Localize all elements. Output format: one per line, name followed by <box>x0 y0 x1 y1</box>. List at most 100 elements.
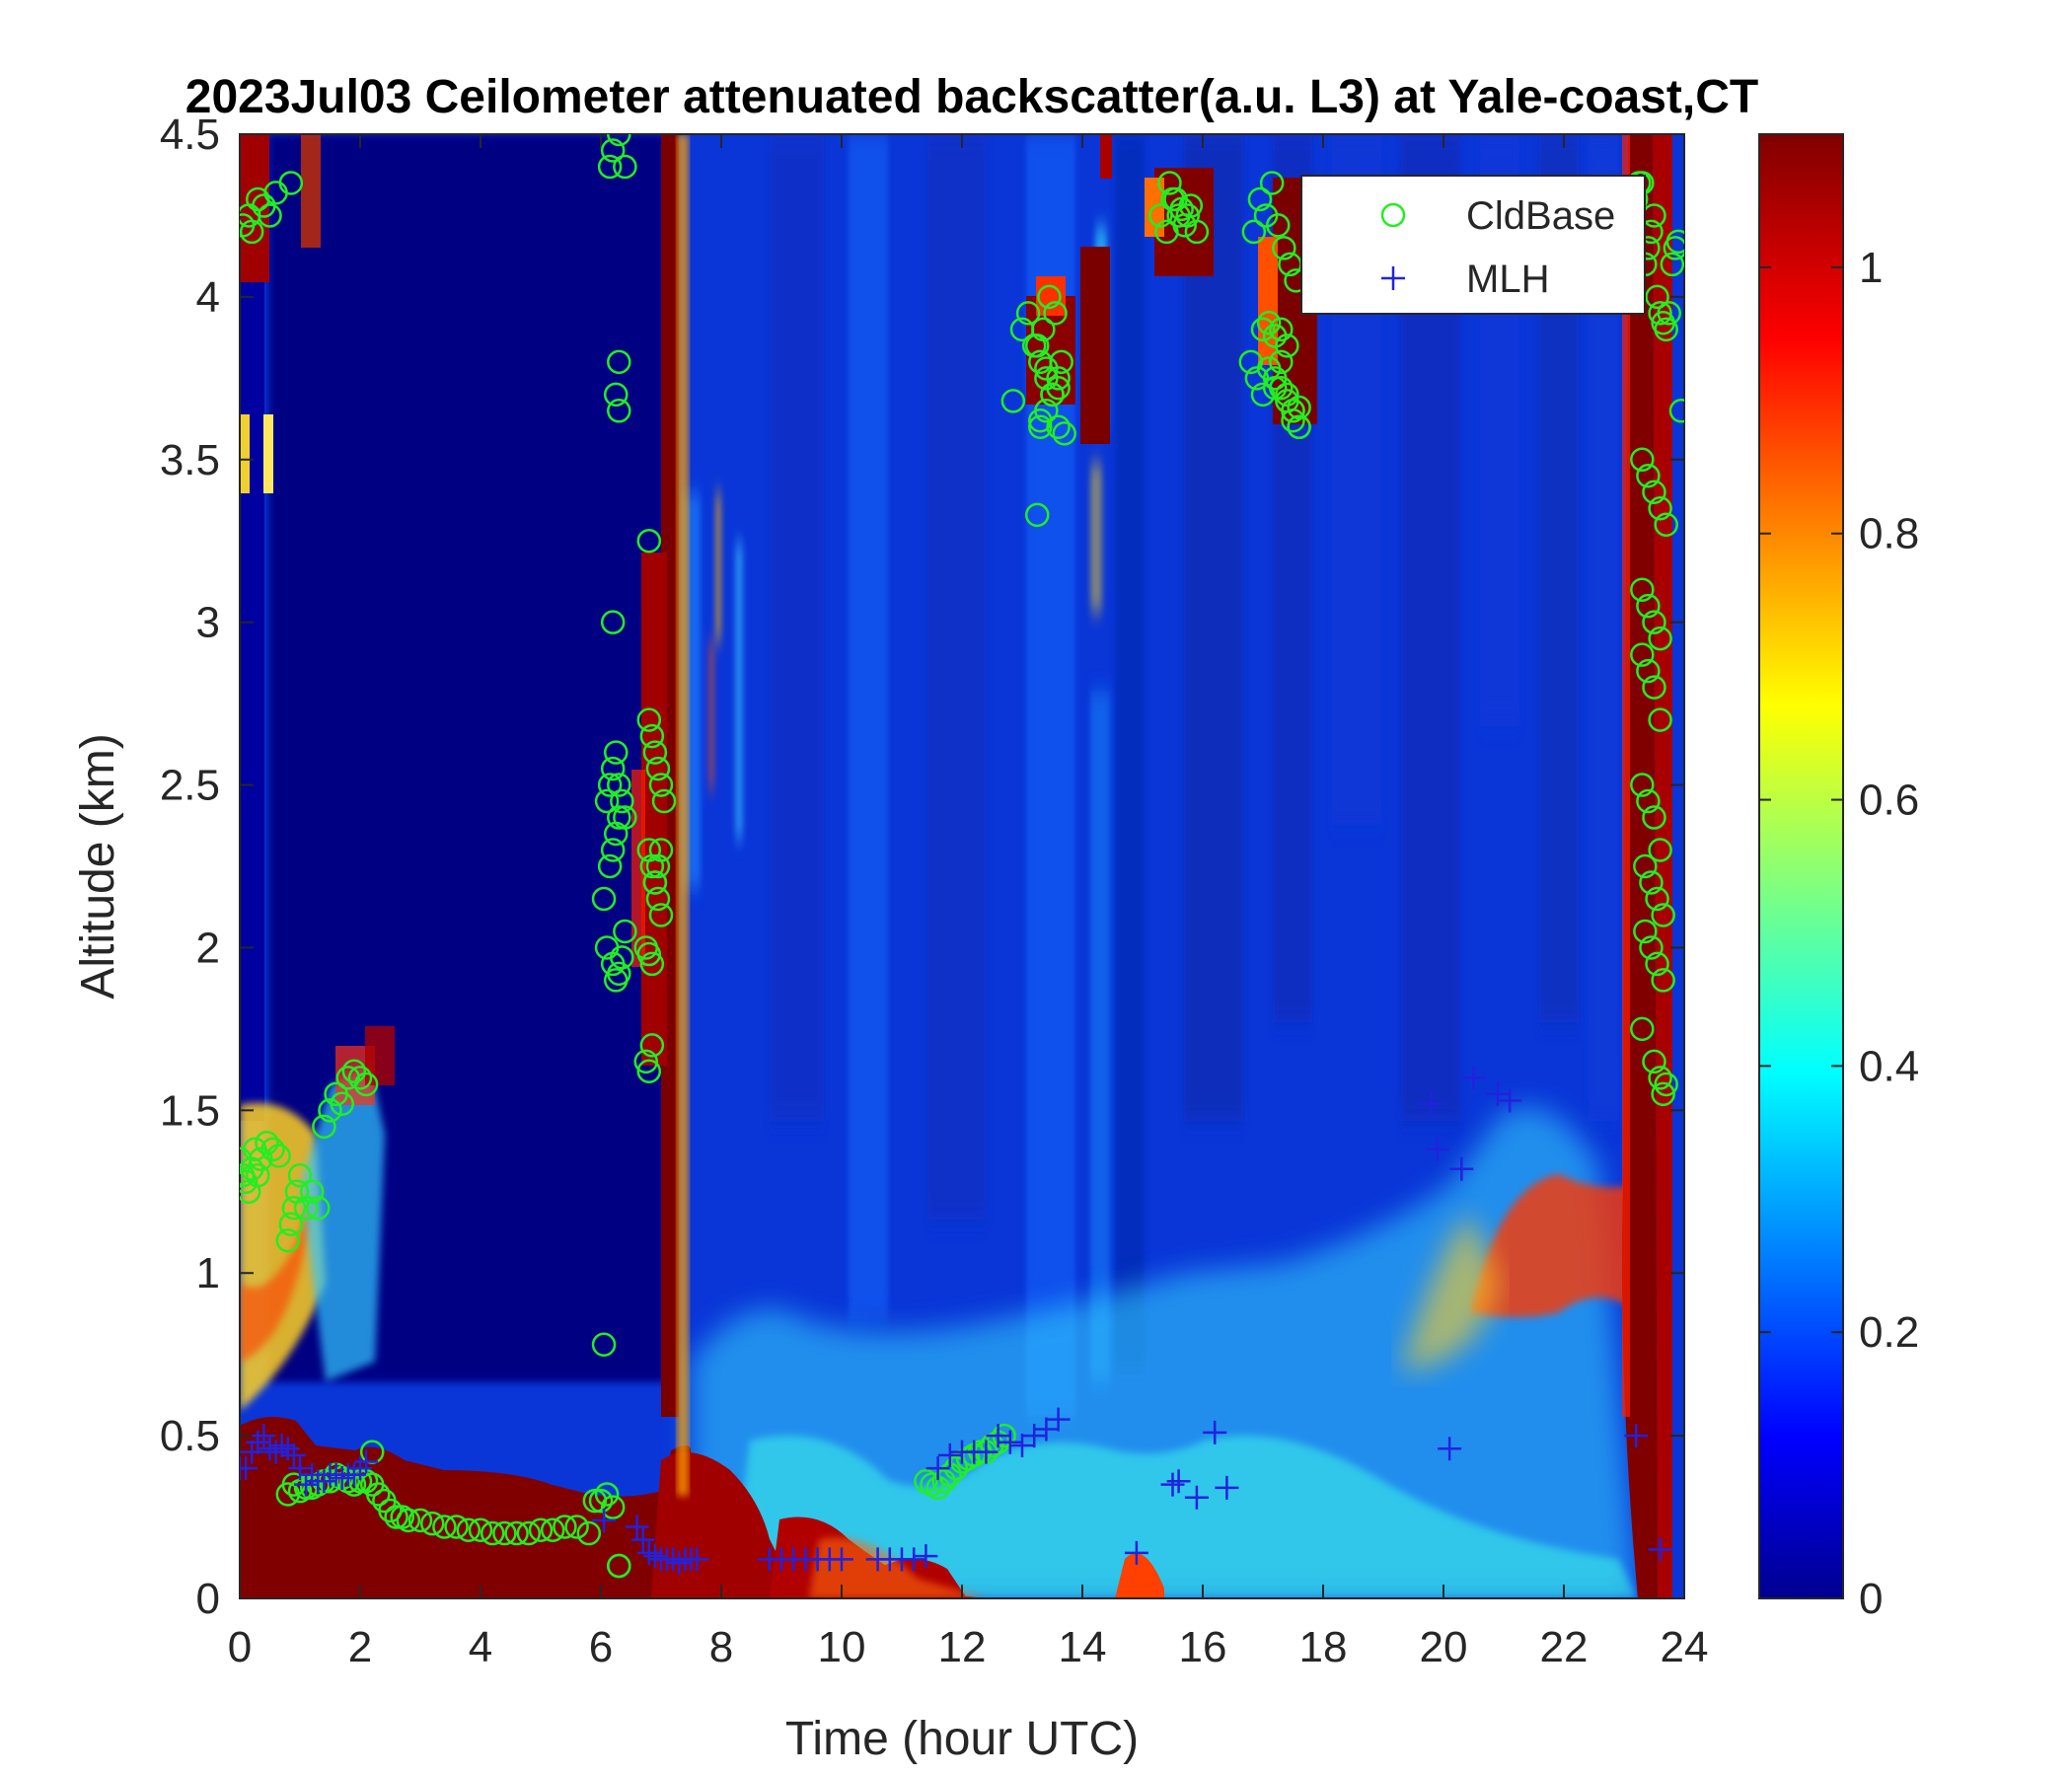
mlh-point <box>1124 1540 1148 1565</box>
mlh-point <box>1010 1434 1034 1457</box>
mlh-point <box>263 1440 288 1464</box>
cldbase-point <box>1037 284 1062 310</box>
cldbase-point <box>1651 968 1675 993</box>
cldbase-point <box>1272 236 1296 260</box>
x-tick-label: 18 <box>1299 1623 1348 1671</box>
cldbase-point <box>1247 186 1273 212</box>
cldbase-point <box>293 1196 319 1221</box>
cldbase-point <box>597 853 623 879</box>
cldbase-point <box>1262 375 1288 401</box>
cldbase-point <box>600 838 626 862</box>
cldbase-point <box>607 805 631 830</box>
cldbase-point <box>260 1137 285 1162</box>
mlh-point <box>330 1465 354 1490</box>
cldbase-point <box>312 1114 336 1140</box>
cldbase-point <box>1665 229 1684 255</box>
cldbase-point <box>639 1033 665 1058</box>
cldbase-point <box>1648 838 1672 862</box>
cldbase-point <box>432 1515 457 1539</box>
cldbase-point <box>1633 853 1658 879</box>
cldbase-point <box>1049 349 1073 375</box>
cldbase-point <box>504 1520 529 1546</box>
mlh-point <box>252 1424 276 1448</box>
cldbase-point <box>528 1517 554 1542</box>
mlh-point <box>1166 1469 1191 1494</box>
x-tick-label: 10 <box>818 1623 866 1671</box>
mlh-point <box>288 1456 312 1481</box>
mlh-point <box>1425 1137 1449 1161</box>
cldbase-point <box>278 1212 304 1237</box>
cldbase-point <box>1636 658 1661 684</box>
chart-title: 2023Jul03 Ceilometer attenuated backscat… <box>185 71 1758 123</box>
cldbase-point <box>330 1091 354 1116</box>
cldbase-point <box>275 1227 301 1253</box>
mlh-point <box>1046 1407 1071 1432</box>
cldbase-point <box>1648 301 1672 326</box>
colorbar-tick-label: 0.6 <box>1859 777 1919 825</box>
y-tick-label: 2.5 <box>160 762 220 810</box>
cldbase-point <box>1287 414 1311 440</box>
y-tick-label: 3 <box>196 599 220 647</box>
mlh-point <box>830 1547 853 1572</box>
cldbase-point <box>266 1144 291 1168</box>
cldbase-point <box>1266 213 1291 238</box>
cldbase-point <box>240 219 264 245</box>
mlh-point <box>348 1456 372 1481</box>
colorbar-ticks: 0 0.2 0.4 0.6 0.8 1 <box>1759 244 1919 1623</box>
cldbase-point <box>576 1520 602 1546</box>
cldbase-point <box>1025 502 1050 528</box>
mlh-point <box>1160 1472 1185 1497</box>
cldbase-point <box>597 154 623 180</box>
y-tick-label: 0 <box>196 1575 220 1623</box>
cldbase-point <box>318 1098 342 1123</box>
cldbase-point <box>1148 203 1173 228</box>
cldbase-point <box>645 886 671 912</box>
mlh-point <box>1184 1485 1209 1510</box>
cldbase-point <box>1660 252 1684 277</box>
mlh-point <box>1449 1156 1474 1181</box>
mlh-point <box>1022 1424 1047 1448</box>
cldbase-point <box>456 1517 481 1542</box>
cldbase-point <box>1648 1066 1672 1090</box>
cldbase-point <box>1034 399 1059 423</box>
cldbase-point <box>1645 886 1669 912</box>
cldbase-point <box>1043 301 1068 326</box>
y-axis-label: Altitude (km) <box>72 733 124 999</box>
cldbase-point <box>1636 593 1661 619</box>
cldbase-point <box>1630 1016 1655 1042</box>
mlh-point <box>246 1430 270 1454</box>
legend-cldbase-label: CldBase <box>1466 194 1615 238</box>
cldbase-point <box>607 134 631 147</box>
mlh-point <box>937 1443 962 1467</box>
mlh-series <box>240 1066 1672 1575</box>
cldbase-point <box>1651 1081 1675 1107</box>
y-tick-label: 0.5 <box>160 1412 220 1460</box>
cldbase-series <box>240 134 1684 1579</box>
mlh-point <box>1648 1537 1672 1562</box>
legend-mlh-label: MLH <box>1466 258 1549 301</box>
cldbase-point <box>1645 284 1669 310</box>
x-tick-label: 8 <box>709 1623 733 1671</box>
y-tick-label: 1 <box>196 1249 220 1297</box>
colorbar-gradient <box>1758 133 1844 1599</box>
cldbase-point <box>604 382 629 407</box>
cldbase-point <box>281 1196 307 1221</box>
mlh-point <box>269 1434 294 1457</box>
cldbase-point <box>607 349 631 375</box>
legend-cldbase-marker <box>1380 202 1406 228</box>
cldbase-point <box>492 1520 517 1546</box>
mlh-point <box>1419 1091 1443 1116</box>
mlh-point <box>974 1440 999 1464</box>
cldbase-point <box>607 773 631 797</box>
mlh-point <box>986 1424 1010 1448</box>
cldbase-point <box>600 138 626 163</box>
cldbase-point <box>1028 414 1053 440</box>
cldbase-point <box>1052 421 1076 446</box>
cldbase-point <box>642 740 668 765</box>
mlh-point <box>1034 1417 1059 1442</box>
cldbase-point <box>1648 626 1672 651</box>
cldbase-point <box>553 1515 577 1539</box>
mlh-point <box>1624 1424 1649 1448</box>
cldbase-point <box>1046 375 1071 401</box>
